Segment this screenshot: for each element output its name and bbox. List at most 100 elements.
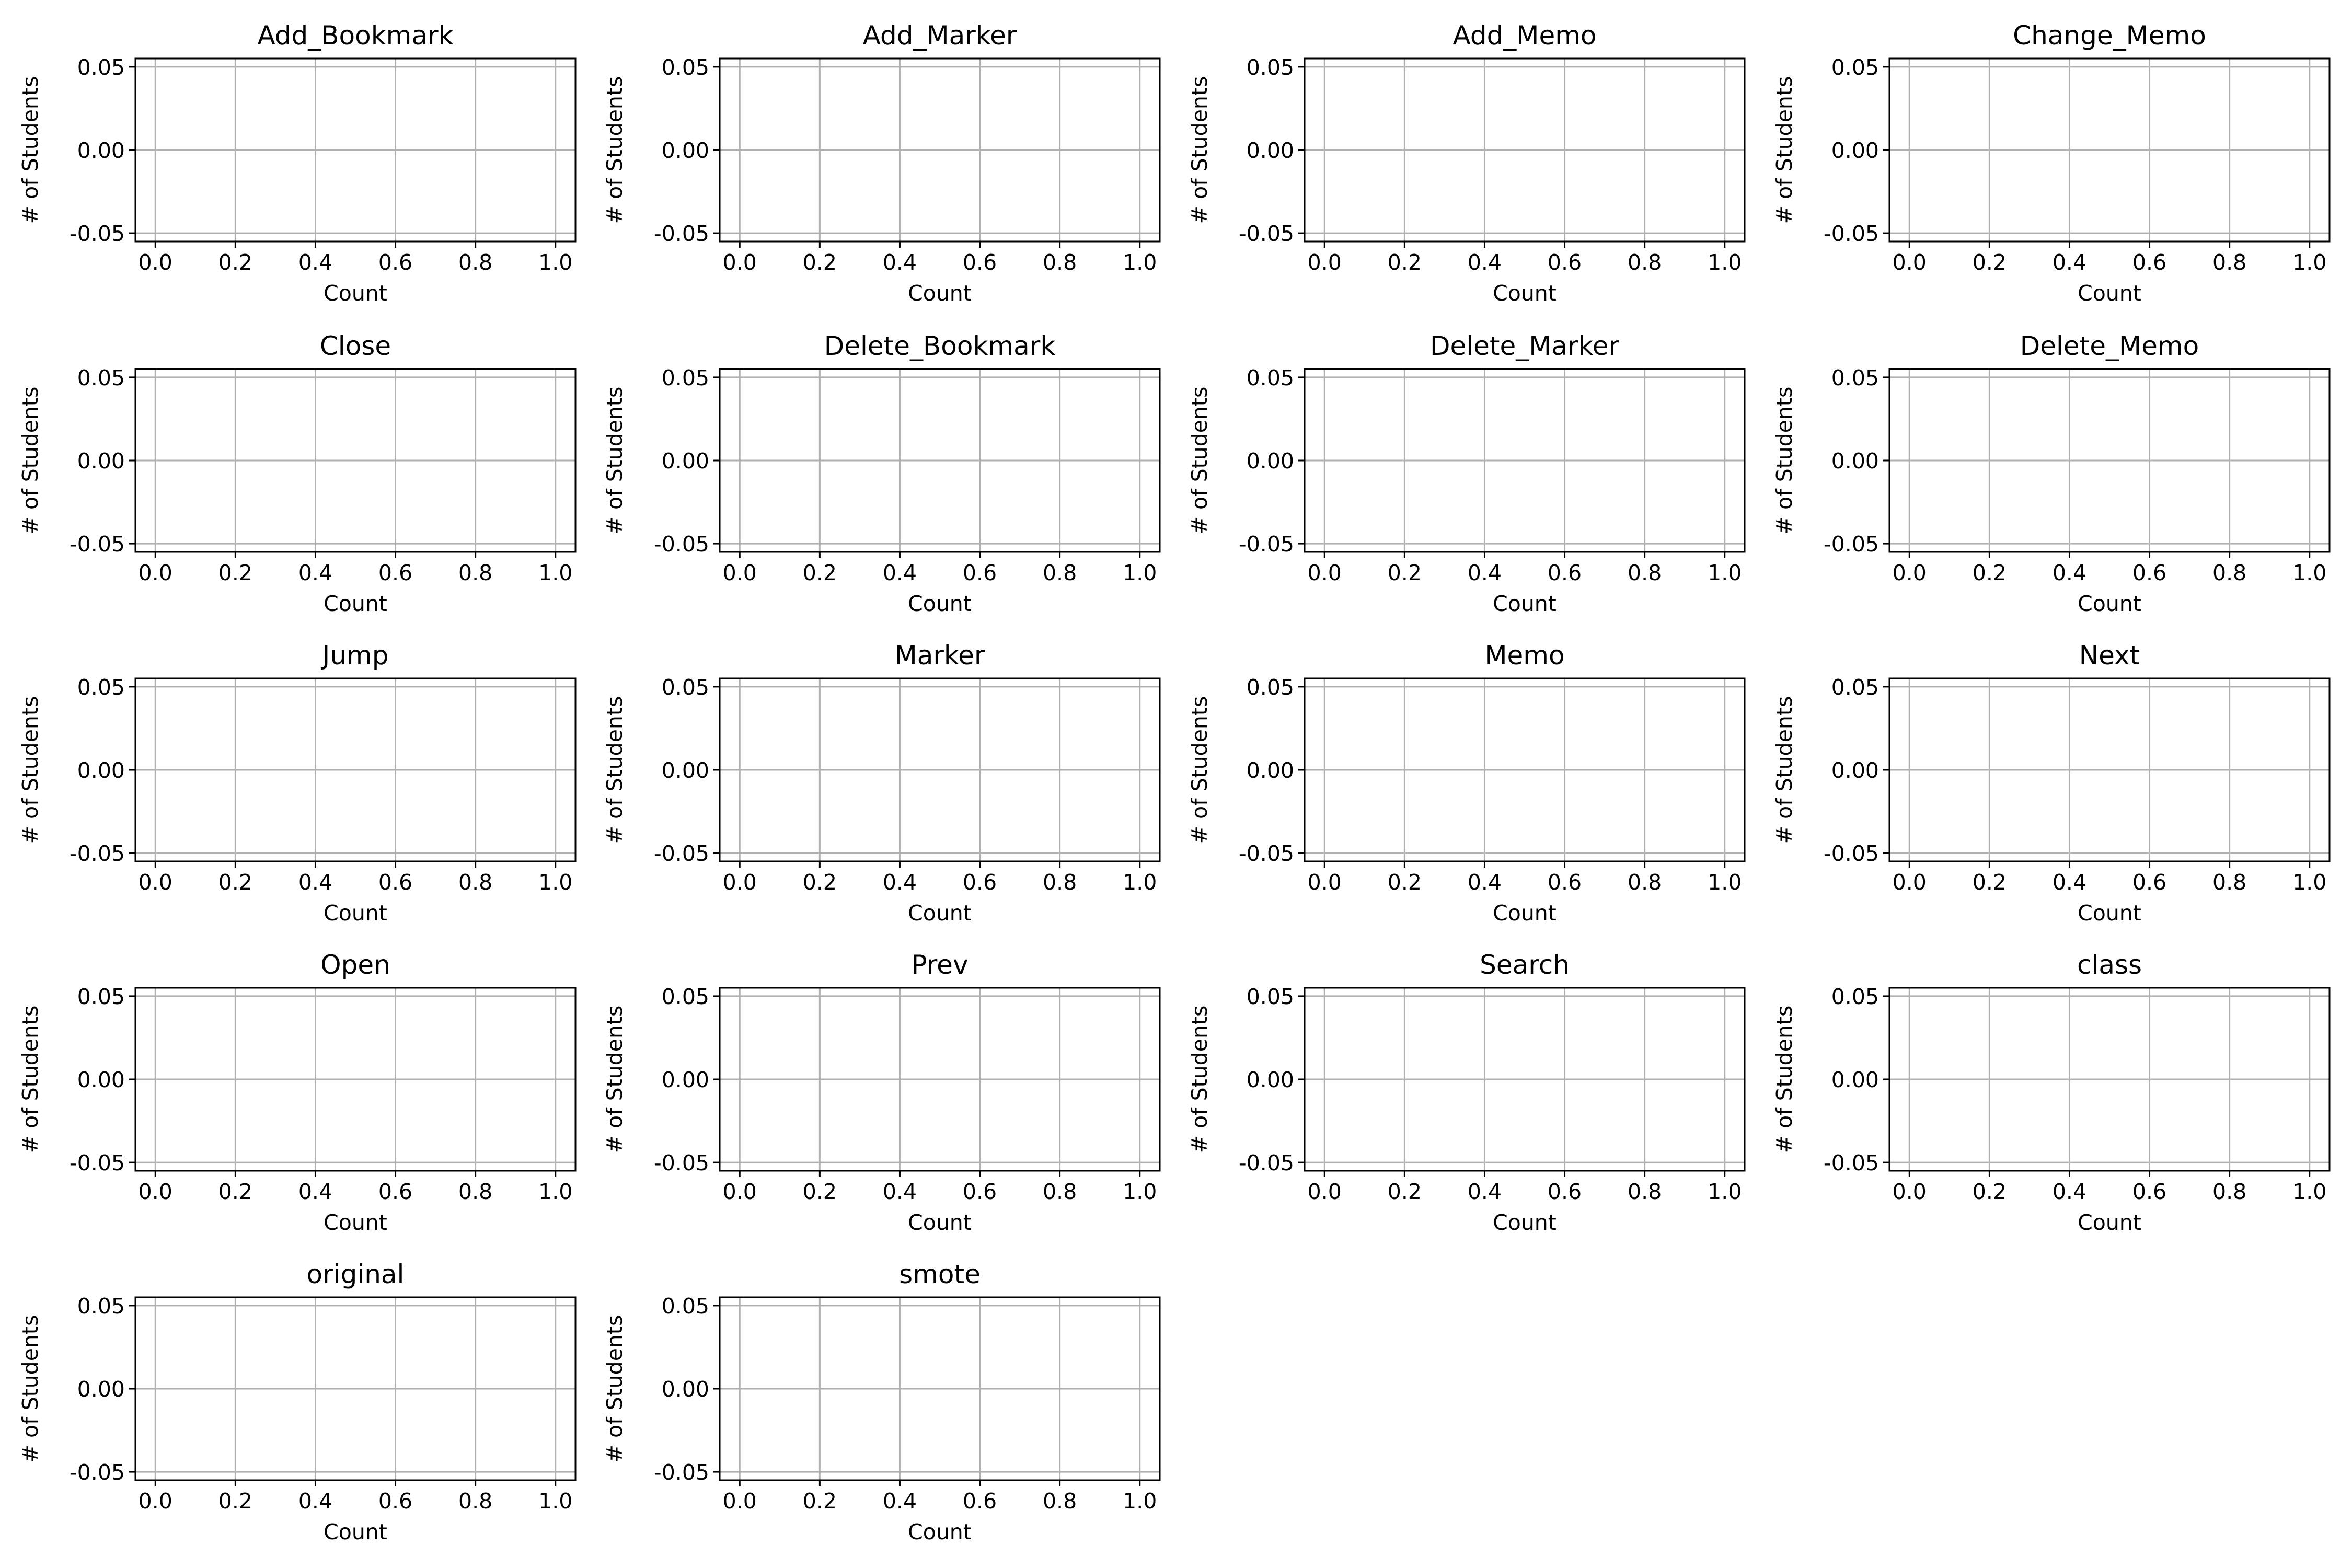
y-tick-label: 0.05: [662, 675, 709, 700]
x-tick-label: 0.2: [803, 1489, 837, 1514]
y-tick-label: 0.00: [1247, 448, 1294, 474]
subplot-title: Memo: [1484, 640, 1564, 671]
x-tick-label: 0.2: [803, 870, 837, 895]
x-tick-label: 0.2: [218, 1179, 252, 1204]
x-tick-label: 1.0: [1123, 1179, 1157, 1204]
x-tick-label: 0.0: [723, 1179, 757, 1204]
x-tick-label: 0.2: [1388, 870, 1422, 895]
subplot-add-memo: 0.0 0.2 0.4 0.6 0.8 1.0 -0.05 0.00 0.05 Add_Memo C…: [1187, 20, 1746, 306]
x-tick-label: 0.0: [1308, 1179, 1342, 1204]
y-tick-label: 0.00: [662, 758, 709, 783]
x-axis-label: Count: [908, 901, 972, 926]
y-tick-label: -0.05: [1239, 221, 1294, 246]
subplot-title: Delete_Marker: [1430, 331, 1620, 361]
subplot-search: 0.0 0.2 0.4 0.6 0.8 1.0 -0.05 0.00 0.05 Search Cou…: [1187, 950, 1746, 1235]
subplot-title: Delete_Bookmark: [824, 331, 1056, 361]
subplot-smote: 0.0 0.2 0.4 0.6 0.8 1.0 -0.05 0.00 0.05 smote Coun…: [602, 1259, 1161, 1544]
x-tick-label: 0.4: [298, 1179, 332, 1204]
x-tick-label: 0.0: [723, 560, 757, 585]
x-axis-label: Count: [1493, 1210, 1557, 1235]
x-tick-label: 0.0: [1893, 1179, 1927, 1204]
x-tick-label: 0.8: [2212, 1179, 2246, 1204]
x-tick-label: 0.4: [298, 250, 332, 275]
x-tick-label: 0.4: [298, 560, 332, 585]
x-tick-label: 0.8: [1043, 870, 1077, 895]
y-tick-label: 0.00: [662, 448, 709, 474]
x-tick-label: 0.8: [458, 1179, 492, 1204]
x-tick-label: 0.6: [2132, 560, 2166, 585]
subplot-title: Open: [320, 950, 390, 980]
subplot-title: original: [307, 1259, 405, 1289]
subplot-jump: 0.0 0.2 0.4 0.6 0.8 1.0 -0.05 0.00 0.05 Jump Count…: [18, 640, 577, 926]
x-tick-label: 1.0: [1708, 1179, 1742, 1204]
x-axis-label: Count: [2078, 901, 2141, 926]
y-tick-label: 0.05: [1831, 675, 1879, 700]
x-tick-label: 0.0: [139, 1179, 172, 1204]
x-tick-label: 0.8: [2212, 250, 2246, 275]
x-tick-label: 0.2: [218, 250, 252, 275]
x-tick-label: 0.6: [1548, 870, 1582, 895]
subplot-title: class: [2077, 950, 2142, 980]
y-tick-label: 0.05: [77, 984, 125, 1009]
x-axis-label: Count: [908, 1210, 972, 1235]
x-tick-label: 0.2: [803, 250, 837, 275]
x-tick-label: 1.0: [538, 250, 572, 275]
x-tick-label: 0.6: [378, 870, 412, 895]
y-tick-label: -0.05: [70, 221, 125, 246]
x-axis-label: Count: [2078, 1210, 2141, 1235]
x-tick-label: 0.8: [2212, 560, 2246, 585]
x-tick-label: 0.0: [723, 250, 757, 275]
subplot-open: 0.0 0.2 0.4 0.6 0.8 1.0 -0.05 0.00 0.05 Open Count…: [18, 950, 577, 1235]
y-axis-label: # of Students: [1772, 387, 1797, 535]
x-tick-label: 0.2: [803, 560, 837, 585]
x-tick-label: 1.0: [1708, 250, 1742, 275]
y-tick-label: 0.00: [1831, 1067, 1879, 1092]
subplot-title: Search: [1480, 950, 1570, 980]
subplot-next: 0.0 0.2 0.4 0.6 0.8 1.0 -0.05 0.00 0.05 Next Count…: [1772, 640, 2331, 926]
y-axis-label: # of Students: [1187, 1006, 1212, 1154]
y-tick-label: 0.00: [1831, 758, 1879, 783]
x-tick-label: 0.2: [1388, 560, 1422, 585]
x-tick-label: 0.8: [458, 250, 492, 275]
subplot-original: 0.0 0.2 0.4 0.6 0.8 1.0 -0.05 0.00 0.05 original C…: [18, 1259, 577, 1544]
subplot-marker: 0.0 0.2 0.4 0.6 0.8 1.0 -0.05 0.00 0.05 Marker Cou…: [602, 640, 1161, 926]
x-tick-label: 0.6: [378, 560, 412, 585]
x-tick-label: 1.0: [1123, 870, 1157, 895]
subplot-title: Jump: [321, 640, 389, 671]
x-tick-label: 0.4: [1468, 870, 1502, 895]
y-tick-label: -0.05: [70, 1460, 125, 1485]
y-axis-label: # of Students: [18, 76, 43, 224]
y-axis-label: # of Students: [1187, 76, 1212, 224]
x-tick-label: 0.6: [1548, 560, 1582, 585]
x-tick-label: 1.0: [538, 1489, 572, 1514]
y-tick-label: 0.05: [1831, 984, 1879, 1009]
y-tick-label: 0.05: [662, 365, 709, 390]
x-tick-label: 0.4: [883, 1489, 917, 1514]
y-tick-label: -0.05: [70, 1150, 125, 1175]
y-tick-label: 0.05: [1247, 675, 1294, 700]
x-tick-label: 0.2: [218, 560, 252, 585]
x-tick-label: 0.4: [1468, 560, 1502, 585]
x-tick-label: 0.8: [1043, 1489, 1077, 1514]
x-tick-label: 0.4: [2053, 1179, 2086, 1204]
y-tick-label: -0.05: [1239, 532, 1294, 557]
x-tick-label: 0.6: [963, 250, 997, 275]
subplot-delete-marker: 0.0 0.2 0.4 0.6 0.8 1.0 -0.05 0.00 0.05 Delete_Ma…: [1187, 331, 1746, 616]
x-tick-label: 0.6: [378, 250, 412, 275]
subplot-title: Delete_Memo: [2020, 331, 2199, 361]
x-tick-label: 0.8: [1628, 1179, 1662, 1204]
y-tick-label: 0.05: [1831, 365, 1879, 390]
y-tick-label: -0.05: [654, 1150, 709, 1175]
x-tick-label: 0.4: [1468, 250, 1502, 275]
x-tick-label: 0.0: [139, 560, 172, 585]
x-tick-label: 1.0: [2292, 250, 2326, 275]
y-axis-label: # of Students: [1772, 696, 1797, 844]
x-tick-label: 0.0: [1308, 560, 1342, 585]
subplot-title: Change_Memo: [2013, 20, 2206, 51]
y-tick-label: -0.05: [654, 532, 709, 557]
y-tick-label: 0.00: [77, 1067, 125, 1092]
y-tick-label: 0.00: [77, 138, 125, 163]
x-tick-label: 0.6: [2132, 1179, 2166, 1204]
y-tick-label: 0.05: [77, 675, 125, 700]
